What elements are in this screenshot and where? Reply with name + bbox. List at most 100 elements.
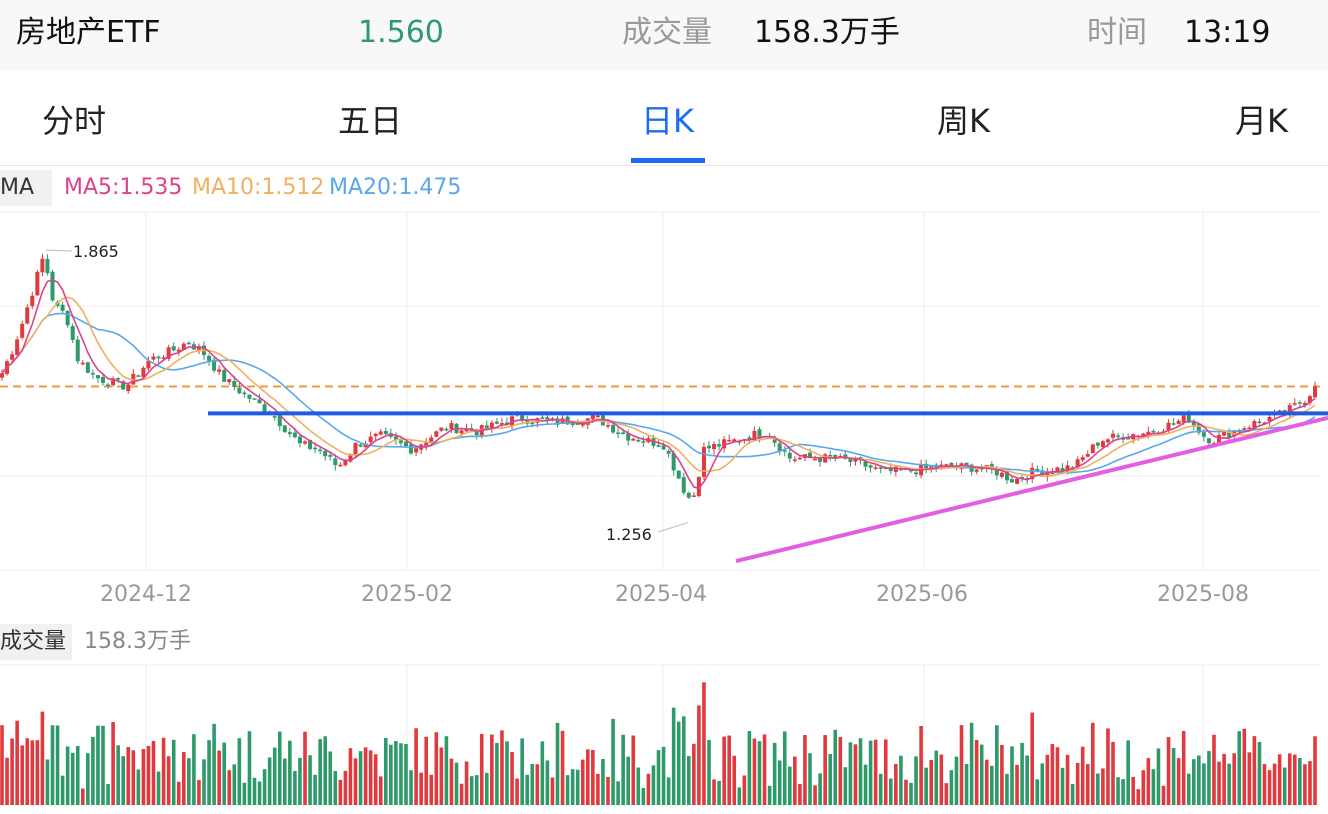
volume-bar bbox=[45, 759, 50, 805]
tab-weekly-k[interactable]: 周K bbox=[937, 102, 990, 140]
volume-bar bbox=[580, 759, 585, 805]
candle-body bbox=[1146, 431, 1151, 435]
volume-bar bbox=[75, 746, 80, 805]
candle-body bbox=[580, 424, 585, 426]
volume-bar bbox=[464, 761, 469, 805]
volume-bar bbox=[404, 743, 408, 805]
volume-bar bbox=[5, 757, 9, 805]
candle-body bbox=[484, 425, 489, 429]
candle-body bbox=[1040, 470, 1045, 476]
volume-bar bbox=[288, 740, 292, 805]
volume-bar bbox=[641, 787, 646, 805]
volume-bar bbox=[136, 769, 141, 805]
volume-bar bbox=[626, 756, 630, 805]
candle-body bbox=[287, 432, 292, 435]
candle-body bbox=[1252, 421, 1257, 430]
candle-body bbox=[65, 310, 70, 326]
candle-body bbox=[626, 433, 631, 441]
volume-bar bbox=[267, 757, 272, 805]
volume-indicator-button[interactable]: 成交量 bbox=[0, 624, 72, 660]
candle-body bbox=[409, 444, 414, 454]
candle-body bbox=[671, 452, 676, 471]
candle-body bbox=[1181, 415, 1186, 423]
volume-bar bbox=[520, 738, 524, 805]
candle-body bbox=[35, 271, 40, 296]
candle-body bbox=[909, 469, 913, 472]
volume-bar bbox=[1262, 764, 1267, 805]
ma5-line bbox=[1, 279, 1316, 490]
candle-body bbox=[348, 454, 353, 462]
volume-bar bbox=[550, 777, 555, 805]
volume-bar bbox=[798, 784, 802, 805]
volume-bar bbox=[333, 771, 338, 805]
volume-bar bbox=[586, 749, 590, 805]
volume-bar bbox=[591, 749, 595, 805]
candle-body bbox=[929, 466, 934, 468]
candle-body bbox=[792, 459, 797, 461]
candle-body bbox=[333, 458, 338, 466]
time-value: 13:19 bbox=[1184, 15, 1271, 50]
volume-bar bbox=[141, 749, 146, 805]
candle-body bbox=[70, 326, 75, 340]
candle-body bbox=[313, 447, 318, 450]
volume-bar bbox=[1080, 746, 1085, 805]
candle-body bbox=[727, 439, 732, 442]
volume-bar bbox=[909, 782, 913, 805]
volume-bar bbox=[1217, 761, 1221, 805]
candle-body bbox=[823, 454, 828, 463]
tab-daily-k[interactable]: 日K bbox=[641, 102, 694, 140]
candle-body bbox=[1257, 421, 1262, 424]
tab-monthly-k[interactable]: 月K bbox=[1235, 102, 1288, 140]
period-tabs: 分时 五日 日K 周K 月K bbox=[0, 80, 1328, 166]
candle-body bbox=[570, 423, 575, 426]
candle-body bbox=[641, 441, 646, 443]
volume-bar bbox=[490, 734, 494, 805]
volume-bar bbox=[1282, 767, 1287, 805]
candle-body bbox=[272, 416, 277, 418]
volume-bar bbox=[343, 770, 348, 805]
fund-name: 房地产ETF bbox=[16, 15, 161, 50]
volume-bar bbox=[55, 725, 60, 805]
candle-body bbox=[237, 387, 242, 394]
candle-body bbox=[974, 469, 979, 472]
candle-body bbox=[25, 307, 30, 324]
candle-body bbox=[90, 373, 95, 375]
volume-bar bbox=[1111, 741, 1115, 805]
volume-bar bbox=[535, 764, 540, 805]
volume-bar bbox=[984, 759, 989, 805]
candle-body bbox=[1297, 402, 1302, 404]
candle-body bbox=[1111, 433, 1115, 438]
volume-bar bbox=[712, 779, 716, 805]
volume-bar bbox=[646, 773, 651, 805]
candle-body bbox=[232, 380, 237, 388]
ma-indicator-button[interactable]: MA bbox=[0, 170, 52, 206]
volume-bar bbox=[747, 731, 752, 805]
candle-body bbox=[1025, 478, 1030, 480]
tab-five-day[interactable]: 五日 bbox=[338, 102, 403, 140]
volume-bar bbox=[1060, 767, 1065, 805]
candle-body bbox=[777, 443, 782, 452]
volume-bar bbox=[838, 736, 843, 805]
candle-body bbox=[161, 357, 166, 359]
volume-bar bbox=[1252, 736, 1257, 805]
volume-bar bbox=[96, 725, 100, 805]
candle-body bbox=[101, 377, 105, 383]
volume-bar bbox=[439, 747, 444, 805]
volume-bar bbox=[207, 740, 211, 805]
volume-bar bbox=[813, 785, 817, 805]
tab-intraday[interactable]: 分时 bbox=[42, 102, 107, 140]
volume-bar bbox=[1207, 751, 1211, 805]
candle-body bbox=[1060, 468, 1065, 471]
candle-body bbox=[1100, 441, 1105, 448]
candle-body bbox=[813, 458, 818, 461]
volume-bar bbox=[146, 745, 151, 805]
candle-body bbox=[1292, 403, 1297, 405]
current-price: 1.560 bbox=[358, 15, 444, 50]
volume-bar bbox=[131, 750, 136, 805]
volume-bar bbox=[237, 738, 242, 805]
candle-body bbox=[1166, 422, 1171, 431]
candle-body bbox=[1176, 420, 1181, 424]
candle-body bbox=[666, 450, 671, 454]
candle-body bbox=[606, 425, 610, 427]
